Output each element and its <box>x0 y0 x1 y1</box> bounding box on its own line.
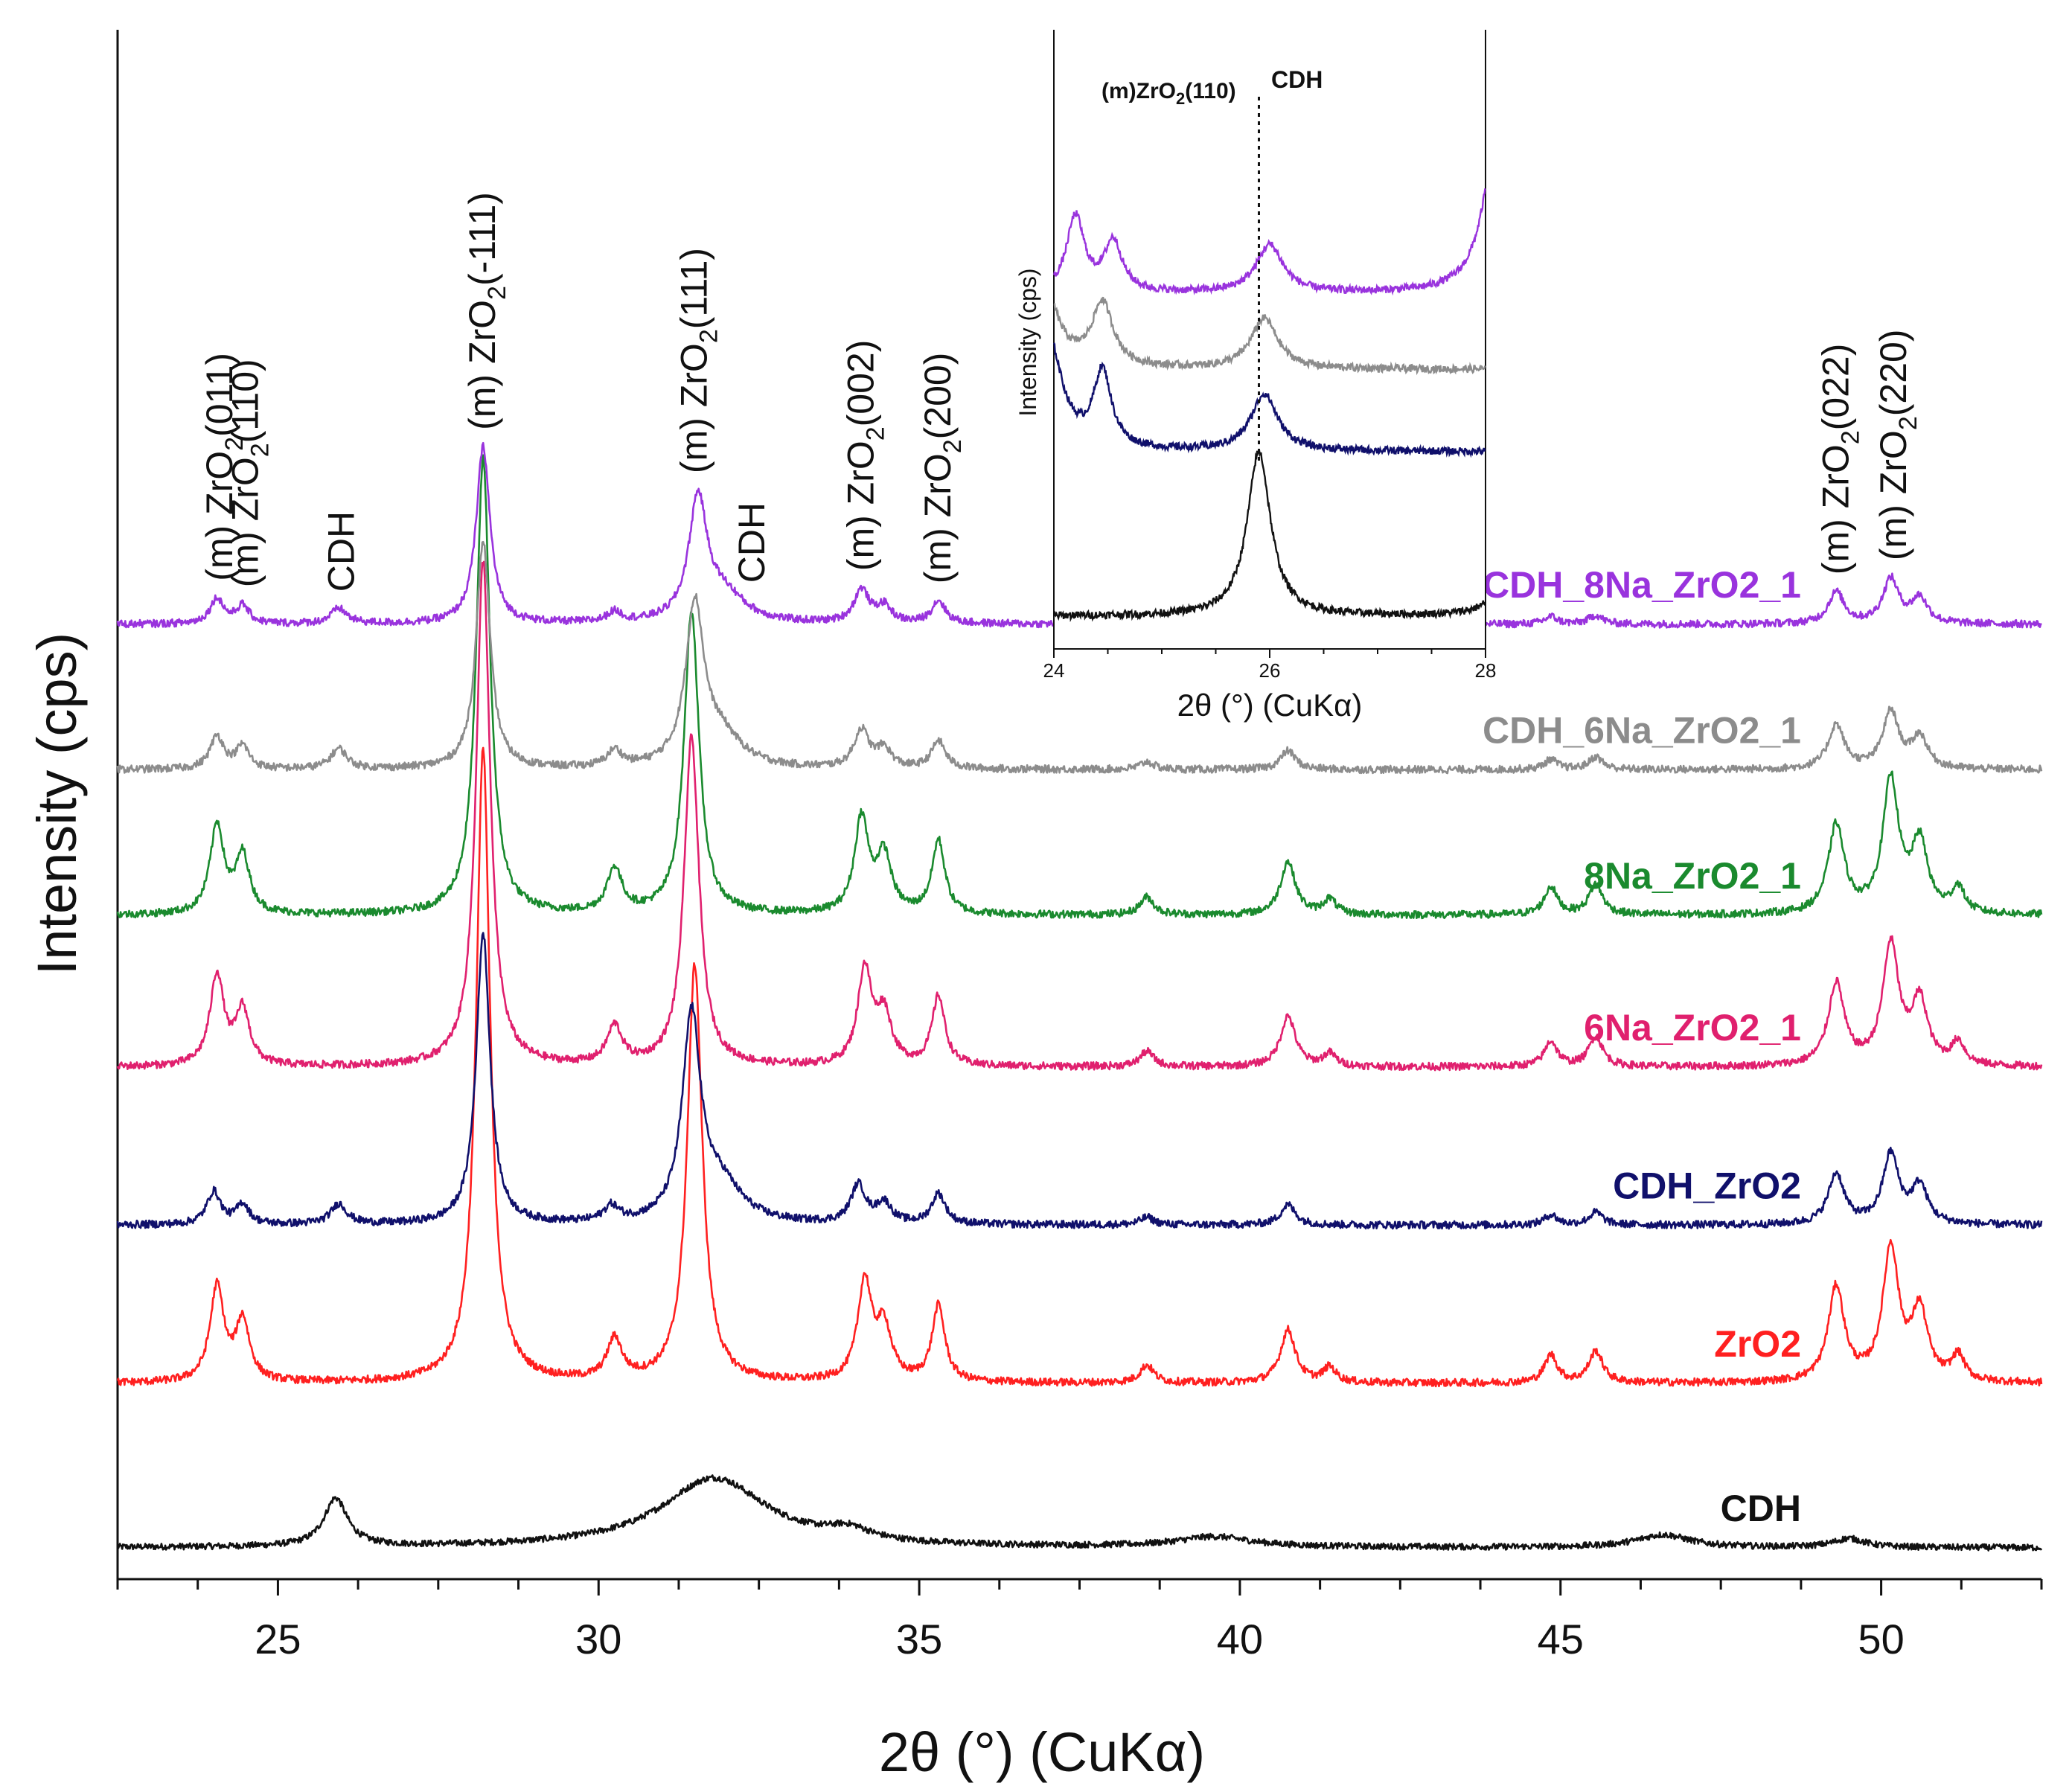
inset-x-tick-label: 26 <box>1259 659 1281 682</box>
x-tick-label: 35 <box>896 1616 942 1662</box>
inset-series-lines <box>1052 188 1486 623</box>
inset-y-axis-label: Intensity (cps) <box>1014 268 1041 416</box>
inset-annotation-cdh: CDH <box>1271 66 1323 93</box>
inset-series-line-cdh-zro2 <box>1052 342 1486 458</box>
x-tick-label: 25 <box>255 1616 301 1662</box>
series-line-cdh-6na-zro2-1 <box>116 540 2043 775</box>
peak-annotation: (m) ZrO2(110) <box>224 359 274 587</box>
series-label-8na-zro2-1: 8Na_ZrO2_1 <box>1584 855 1801 897</box>
inset-x-axis-ticks: 24 26 28 <box>1043 649 1497 682</box>
peak-annotation: CDH <box>731 502 773 583</box>
series-label-6na-zro2-1: 6Na_ZrO2_1 <box>1584 1007 1801 1049</box>
peak-annotation: (m) ZrO2(011) <box>199 353 249 581</box>
x-tick-label: 50 <box>1858 1616 1904 1662</box>
x-tick-label: 40 <box>1217 1616 1263 1662</box>
series-label-cdh-8na-zro2-1: CDH_8Na_ZrO2_1 <box>1483 564 1801 606</box>
inset-chart: 24 26 28 (m)ZrO2(110) CDH 2θ (°) (CuKα) In… <box>1014 30 1496 723</box>
series-labels: CDH_8Na_ZrO2_1 CDH_6Na_ZrO2_1 8Na_ZrO2_1 6N… <box>1483 564 1801 1529</box>
peak-annotation: (m) ZrO2(022) <box>1814 344 1864 575</box>
series-label-cdh-zro2: CDH_ZrO2 <box>1613 1165 1801 1207</box>
inset-series-line-cdh-8na-zro2-1 <box>1052 188 1486 296</box>
peak-annotation: (m) ZrO2(220) <box>1873 330 1922 561</box>
series-label-zro2: ZrO2 <box>1714 1323 1801 1365</box>
series-line-cdh <box>116 1474 2043 1552</box>
series-line-8na-zro2-1 <box>116 454 2043 920</box>
inset-x-tick-label: 24 <box>1043 659 1065 682</box>
y-axis-label: Intensity (cps) <box>26 633 88 976</box>
series-label-cdh: CDH <box>1721 1488 1801 1529</box>
peak-annotations: (m) ZrO2(011)(m) ZrO2(110) CDH (m) ZrO2(-1… <box>199 192 1922 592</box>
series-line-zro2 <box>116 746 2043 1388</box>
peak-annotation: (m) ZrO2(200) <box>917 353 967 584</box>
x-axis-label: 2θ (°) (CuKα) <box>879 1721 1205 1783</box>
x-tick-label: 30 <box>575 1616 621 1662</box>
series-label-cdh-6na-zro2-1: CDH_6Na_ZrO2_1 <box>1483 710 1801 752</box>
peak-annotation: (m) ZrO2(-111) <box>461 192 511 430</box>
series-line-cdh-zro2 <box>116 932 2043 1230</box>
inset-series-line-cdh-6na-zro2-1 <box>1053 296 1486 376</box>
series-line-6na-zro2-1 <box>116 560 2043 1072</box>
inset-x-axis-label: 2θ (°) (CuKα) <box>1177 688 1363 723</box>
peak-annotation: CDH <box>321 511 362 592</box>
series-lines <box>116 441 2043 1552</box>
peak-annotation: (m) ZrO2(002) <box>840 340 890 572</box>
inset-series-line-cdh <box>1052 449 1486 623</box>
inset-x-tick-label: 28 <box>1475 659 1497 682</box>
x-axis-ticks: 25 30 35 40 45 50 <box>116 1579 2043 1662</box>
inset-annotation-zro2: (m)ZrO2(110) <box>1101 79 1236 108</box>
peak-annotation: (m) ZrO2(111) <box>674 248 723 473</box>
x-tick-label: 45 <box>1538 1616 1584 1662</box>
